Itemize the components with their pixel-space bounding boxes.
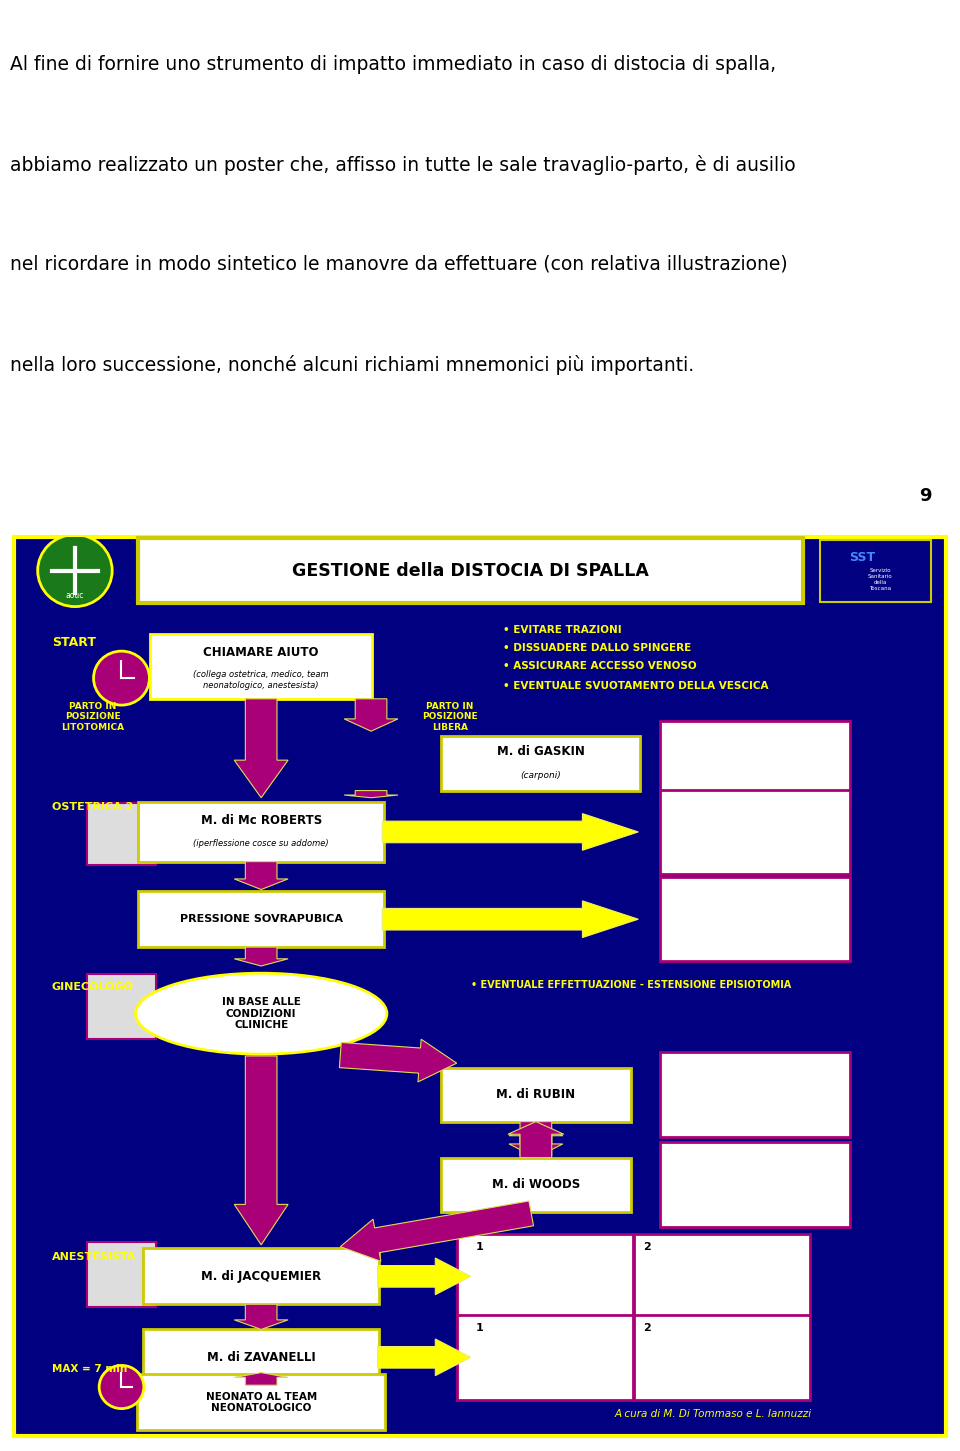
Text: NEONATO AL TEAM
NEONATOLOGICO: NEONATO AL TEAM NEONATOLOGICO — [205, 1392, 317, 1413]
FancyBboxPatch shape — [143, 1248, 379, 1304]
FancyBboxPatch shape — [660, 1052, 850, 1138]
Polygon shape — [234, 1304, 288, 1329]
Text: SST: SST — [849, 551, 875, 564]
Polygon shape — [382, 901, 638, 937]
FancyBboxPatch shape — [87, 802, 156, 865]
Text: nel ricordare in modo sintetico le manovre da effettuare (con relativa illustraz: nel ricordare in modo sintetico le manov… — [10, 255, 787, 274]
FancyBboxPatch shape — [138, 802, 384, 862]
Text: PARTO IN
POSIZIONE
LITOTOMICA: PARTO IN POSIZIONE LITOTOMICA — [61, 702, 124, 731]
Text: CHIAMARE AIUTO: CHIAMARE AIUTO — [204, 647, 319, 659]
Text: 9: 9 — [919, 488, 931, 505]
Text: (collega ostetrica, medico, team
neonatologico, anestesista): (collega ostetrica, medico, team neonato… — [193, 670, 329, 689]
FancyBboxPatch shape — [150, 634, 372, 699]
Polygon shape — [234, 862, 288, 889]
Polygon shape — [382, 814, 638, 850]
FancyBboxPatch shape — [137, 1374, 385, 1431]
Polygon shape — [340, 1039, 457, 1082]
Polygon shape — [509, 1123, 563, 1156]
FancyBboxPatch shape — [138, 891, 384, 948]
Text: (carponi): (carponi) — [520, 770, 561, 779]
Polygon shape — [377, 1258, 470, 1294]
FancyBboxPatch shape — [143, 1329, 379, 1386]
Text: M. di JACQUEMIER: M. di JACQUEMIER — [201, 1270, 322, 1283]
Polygon shape — [344, 791, 398, 798]
Text: M. di ZAVANELLI: M. di ZAVANELLI — [206, 1351, 316, 1364]
Text: • ASSICURARE ACCESSO VENOSO: • ASSICURARE ACCESSO VENOSO — [503, 662, 697, 672]
Text: abbiamo realizzato un poster che, affisso in tutte le sale travaglio-parto, è di: abbiamo realizzato un poster che, affiss… — [10, 155, 795, 174]
Polygon shape — [509, 1122, 563, 1158]
Text: nella loro successione, nonché alcuni richiami mnemonici più importanti.: nella loro successione, nonché alcuni ri… — [10, 355, 694, 374]
Text: Al fine di fornire uno strumento di impatto immediato in caso di distocia di spa: Al fine di fornire uno strumento di impa… — [10, 55, 776, 74]
Circle shape — [93, 651, 150, 705]
Text: A cura di M. Di Tommaso e L. Iannuzzi: A cura di M. Di Tommaso e L. Iannuzzi — [614, 1409, 811, 1419]
Text: M. di WOODS: M. di WOODS — [492, 1178, 580, 1191]
FancyBboxPatch shape — [660, 1142, 850, 1228]
Text: M. di Mc ROBERTS: M. di Mc ROBERTS — [201, 814, 322, 827]
Polygon shape — [234, 699, 288, 798]
Text: PRESSIONE SOVRAPUBICA: PRESSIONE SOVRAPUBICA — [180, 914, 343, 924]
Text: IN BASE ALLE
CONDIZIONI
CLINICHE: IN BASE ALLE CONDIZIONI CLINICHE — [222, 997, 300, 1030]
Text: 1: 1 — [475, 1242, 483, 1252]
Polygon shape — [377, 1339, 470, 1376]
Text: • DISSUADERE DALLO SPINGERE: • DISSUADERE DALLO SPINGERE — [503, 643, 691, 653]
Text: • EVITARE TRAZIONI: • EVITARE TRAZIONI — [503, 625, 622, 636]
Text: PARTO IN
POSIZIONE
LIBERA: PARTO IN POSIZIONE LIBERA — [422, 702, 478, 731]
Text: 2: 2 — [643, 1242, 651, 1252]
Text: Servizio
Sanitario
della
Toscana: Servizio Sanitario della Toscana — [868, 569, 893, 591]
Text: M. di GASKIN: M. di GASKIN — [496, 746, 585, 759]
Text: GINECOLOGO: GINECOLOGO — [52, 982, 133, 991]
Polygon shape — [234, 1373, 288, 1386]
FancyBboxPatch shape — [457, 1233, 634, 1319]
Text: START: START — [52, 636, 96, 649]
Ellipse shape — [135, 974, 387, 1053]
FancyBboxPatch shape — [660, 876, 850, 962]
FancyBboxPatch shape — [660, 721, 850, 805]
Polygon shape — [508, 1122, 564, 1158]
FancyBboxPatch shape — [441, 736, 640, 791]
FancyBboxPatch shape — [87, 974, 156, 1039]
Polygon shape — [234, 1056, 288, 1245]
Text: 1: 1 — [475, 1323, 483, 1332]
Text: aouc: aouc — [65, 591, 84, 599]
Text: • EVENTUALE EFFETTUAZIONE - ESTENSIONE EPISIOTOMIA: • EVENTUALE EFFETTUAZIONE - ESTENSIONE E… — [470, 979, 791, 990]
FancyBboxPatch shape — [457, 1315, 634, 1400]
FancyBboxPatch shape — [660, 789, 850, 874]
Polygon shape — [234, 948, 288, 966]
Text: 2: 2 — [643, 1323, 651, 1332]
Text: GESTIONE della DISTOCIA DI SPALLA: GESTIONE della DISTOCIA DI SPALLA — [292, 562, 649, 579]
Text: OSTETRICA 2: OSTETRICA 2 — [52, 802, 133, 811]
Text: (iperflessione cosce su addome): (iperflessione cosce su addome) — [193, 839, 329, 849]
Text: • EVENTUALE SVUOTAMENTO DELLA VESCICA: • EVENTUALE SVUOTAMENTO DELLA VESCICA — [503, 681, 769, 691]
Text: M. di RUBIN: M. di RUBIN — [496, 1088, 575, 1101]
FancyBboxPatch shape — [635, 1315, 810, 1400]
FancyBboxPatch shape — [635, 1233, 810, 1319]
FancyBboxPatch shape — [441, 1068, 631, 1122]
Circle shape — [37, 534, 112, 607]
Text: ANESTESISTA: ANESTESISTA — [52, 1252, 136, 1261]
FancyBboxPatch shape — [138, 538, 804, 604]
Text: MAX = 7 min: MAX = 7 min — [52, 1364, 127, 1374]
FancyBboxPatch shape — [441, 1158, 631, 1212]
FancyBboxPatch shape — [821, 540, 931, 602]
Circle shape — [99, 1365, 144, 1409]
Polygon shape — [341, 1201, 534, 1261]
FancyBboxPatch shape — [87, 1242, 156, 1307]
Polygon shape — [344, 699, 398, 731]
